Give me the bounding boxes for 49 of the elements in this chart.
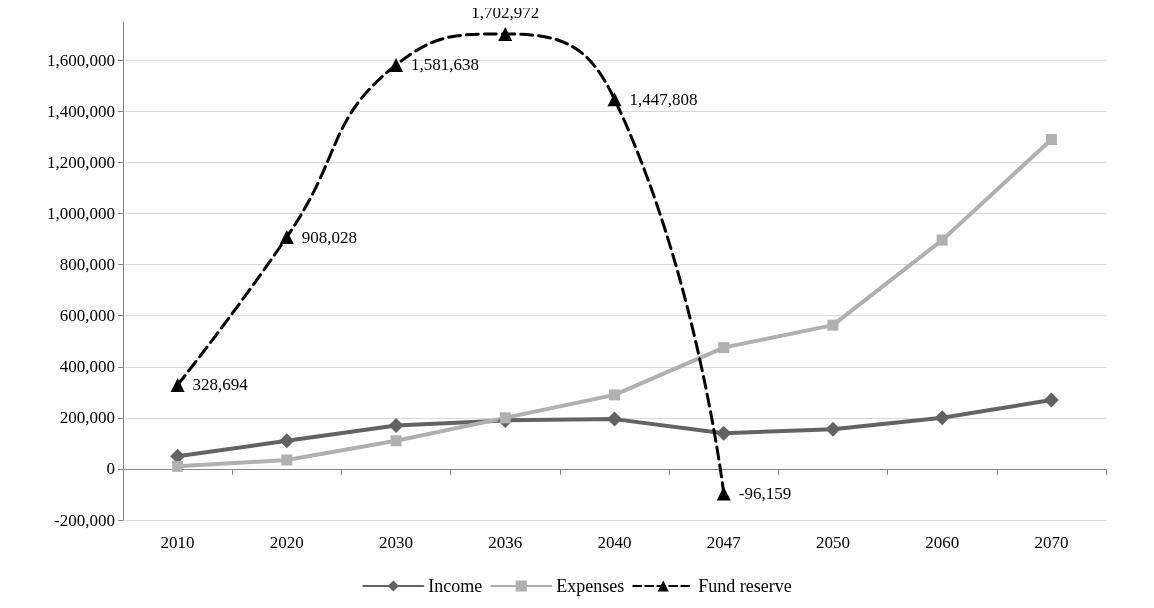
x-tick-label: 2040 [597, 533, 632, 552]
y-tick-label: 1,600,000 [47, 50, 115, 70]
y-tick-label: 600,000 [59, 306, 115, 326]
legend-label: Income [428, 576, 483, 596]
point [279, 433, 295, 449]
y-tick-label: 1,400,000 [47, 101, 115, 121]
point [827, 319, 839, 331]
point [172, 460, 184, 472]
point [825, 421, 841, 437]
point [388, 418, 404, 434]
x-tick-label: 2036 [488, 533, 523, 552]
y-tick-label: 200,000 [59, 408, 115, 428]
point [607, 92, 622, 107]
x-tick-label: 2030 [379, 533, 414, 552]
point [607, 411, 622, 427]
legend-label: Expenses [556, 576, 625, 596]
point [936, 234, 948, 246]
point [279, 230, 294, 245]
x-tick-label: 2010 [160, 533, 195, 552]
x-tick-label: 2047 [706, 533, 742, 552]
data-label: 908,028 [301, 227, 358, 247]
y-tick-label: 1,000,000 [47, 204, 115, 224]
y-tick-label: 400,000 [59, 357, 115, 377]
data-label: 1,447,808 [629, 89, 698, 109]
y-tick-label: -200,000 [54, 510, 115, 530]
point [718, 342, 730, 354]
point [1045, 133, 1057, 145]
point [389, 58, 404, 72]
legend-label: Fund reserve [698, 576, 792, 596]
point [1043, 392, 1059, 408]
y-tick-label: 800,000 [59, 255, 115, 275]
point [170, 377, 185, 392]
point [934, 410, 950, 426]
point [390, 435, 402, 447]
data-label: 328,694 [192, 375, 249, 395]
x-tick-label: 2050 [815, 533, 850, 552]
x-tick-label: 2020 [269, 533, 304, 552]
x-tick-label: 2060 [925, 533, 960, 552]
y-tick-label: 1,200,000 [47, 152, 115, 172]
point [716, 486, 731, 501]
x-tick-label: 2070 [1034, 533, 1069, 552]
data-label: -96,159 [738, 483, 792, 503]
y-tick-label: 0 [106, 459, 115, 479]
point [716, 425, 732, 441]
data-label: 1,581,638 [411, 55, 480, 75]
point [609, 389, 620, 401]
point [498, 27, 513, 42]
point [499, 412, 511, 424]
point [281, 454, 293, 466]
